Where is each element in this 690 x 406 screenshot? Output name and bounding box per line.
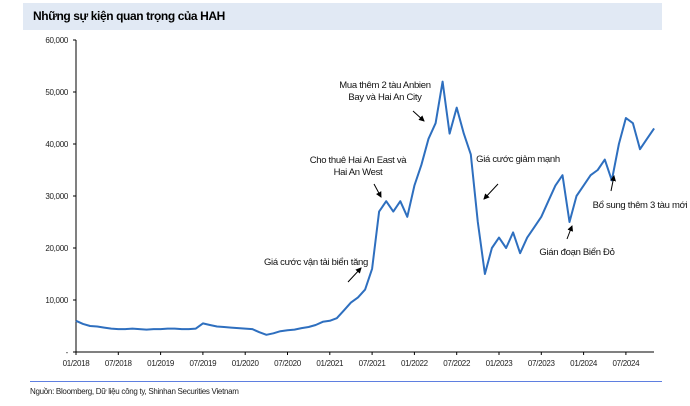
x-tick-label: 01/2021	[316, 359, 344, 368]
divider	[30, 381, 662, 382]
x-tick-label: 07/2021	[359, 359, 387, 368]
x-tick-label: 07/2019	[189, 359, 217, 368]
annotation-arrow	[566, 225, 574, 240]
x-tick-label: 07/2023	[528, 359, 556, 368]
x-tick-label: 01/2022	[401, 359, 429, 368]
annotation-arrow	[412, 110, 425, 122]
annotation-text: Giá cước giảm mạnh	[476, 154, 560, 165]
x-tick-label: 07/2022	[443, 359, 471, 368]
annotation-text: Giá cước vận tải biển tăng	[264, 257, 368, 268]
annotation-arrow	[483, 183, 499, 200]
annotation-text: Gián đoạn Biển Đỏ	[539, 247, 614, 258]
annotation-text: Bổ sung thêm 3 tàu mới	[593, 200, 688, 211]
x-tick-label: 07/2024	[612, 359, 640, 368]
x-tick-label: 01/2023	[486, 359, 514, 368]
source-note: Nguồn: Bloomberg, Dữ liệu công ty, Shinh…	[30, 387, 239, 396]
y-tick-label: 50,000	[45, 88, 69, 97]
x-tick-label: 01/2019	[147, 359, 175, 368]
annotation-text: Mua thêm 2 tàu Anbien Bay và Hai An City	[339, 80, 430, 103]
y-tick-label: 60,000	[45, 36, 69, 45]
y-tick-label: 10,000	[45, 296, 69, 305]
annotation-arrow	[610, 175, 616, 192]
y-tick-label: 30,000	[45, 192, 69, 201]
x-tick-label: 07/2018	[105, 359, 133, 368]
y-tick-label: 20,000	[45, 244, 69, 253]
annotation-arrow	[347, 267, 362, 283]
y-tick-label: -	[66, 348, 69, 357]
x-tick-label: 07/2020	[274, 359, 302, 368]
x-tick-label: 01/2020	[232, 359, 260, 368]
chart-title: Những sự kiện quan trọng của HAH	[23, 3, 662, 30]
x-tick-label: 01/2024	[570, 359, 598, 368]
x-tick-label: 01/2018	[63, 359, 91, 368]
annotation-text: Cho thuê Hai An East và Hai An West	[310, 155, 408, 178]
price-line	[75, 80, 655, 336]
y-tick-label: 40,000	[45, 140, 69, 149]
annotation-arrow	[373, 183, 382, 198]
